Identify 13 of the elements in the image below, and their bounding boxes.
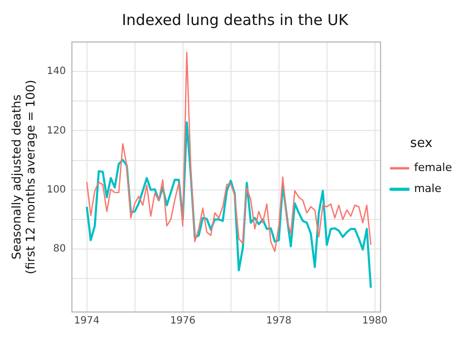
x-tick-label: 1976 (170, 316, 196, 327)
chart-title: Indexed lung deaths in the UK (122, 10, 350, 29)
y-tick-label: 100 (46, 184, 66, 196)
legend-title: sex (410, 136, 433, 152)
y-tick-label: 140 (46, 66, 66, 78)
x-tick-label: 1974 (74, 316, 100, 327)
legend-label: male (414, 182, 442, 196)
x-tick-label: 1978 (266, 316, 292, 327)
y-axis-title: Seasonally adjusted deaths (first 12 months average = 100) (9, 80, 38, 274)
y-tick-label: 120 (46, 125, 66, 136)
x-tick-label: 1980 (362, 316, 388, 327)
legend-label: female (414, 161, 452, 174)
y-tick-label: 80 (53, 244, 66, 255)
